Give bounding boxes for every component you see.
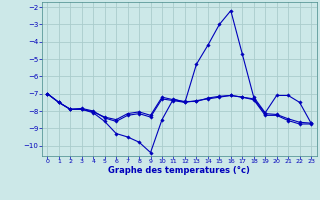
X-axis label: Graphe des temperatures (°c): Graphe des temperatures (°c): [108, 166, 250, 175]
